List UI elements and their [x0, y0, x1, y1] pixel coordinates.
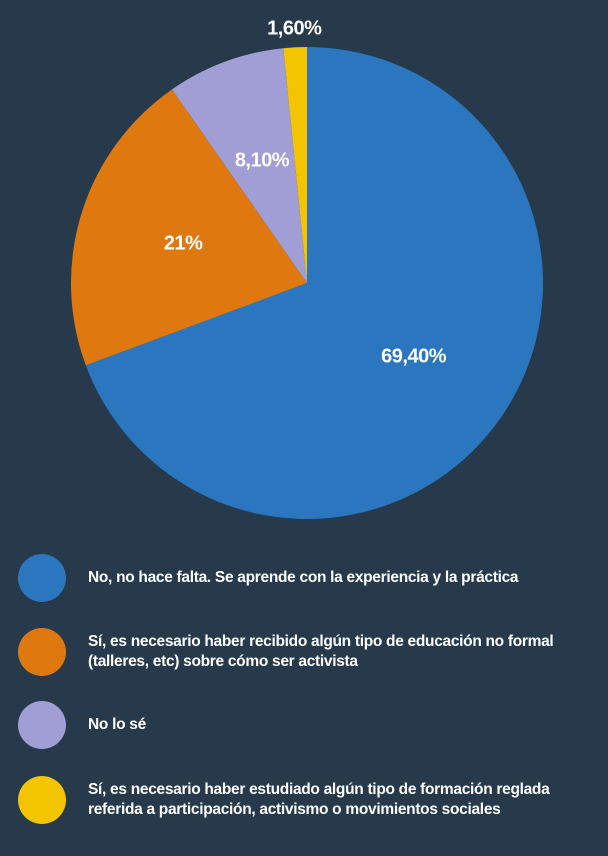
legend-label: Sí, es necesario haber estudiado algún t… [88, 781, 550, 818]
legend-label: No lo sé [88, 716, 146, 733]
legend-swatch [18, 554, 66, 602]
legend-swatch [18, 776, 66, 824]
pie-slice [85, 47, 544, 519]
legend-swatch [18, 628, 66, 676]
data-label: 1,60% [267, 18, 322, 40]
data-label: 8,10% [235, 150, 290, 172]
legend-label: Sí, es necesario haber recibido algún ti… [88, 633, 554, 670]
data-label: 21% [164, 233, 203, 255]
legend-swatch [18, 701, 66, 749]
pie-slice [283, 47, 307, 283]
pie-slice [172, 48, 307, 284]
data-label: 69,40% [381, 345, 447, 367]
pie-slice [70, 89, 307, 366]
legend-label: No, no hace falta. Se aprende con la exp… [88, 569, 519, 586]
